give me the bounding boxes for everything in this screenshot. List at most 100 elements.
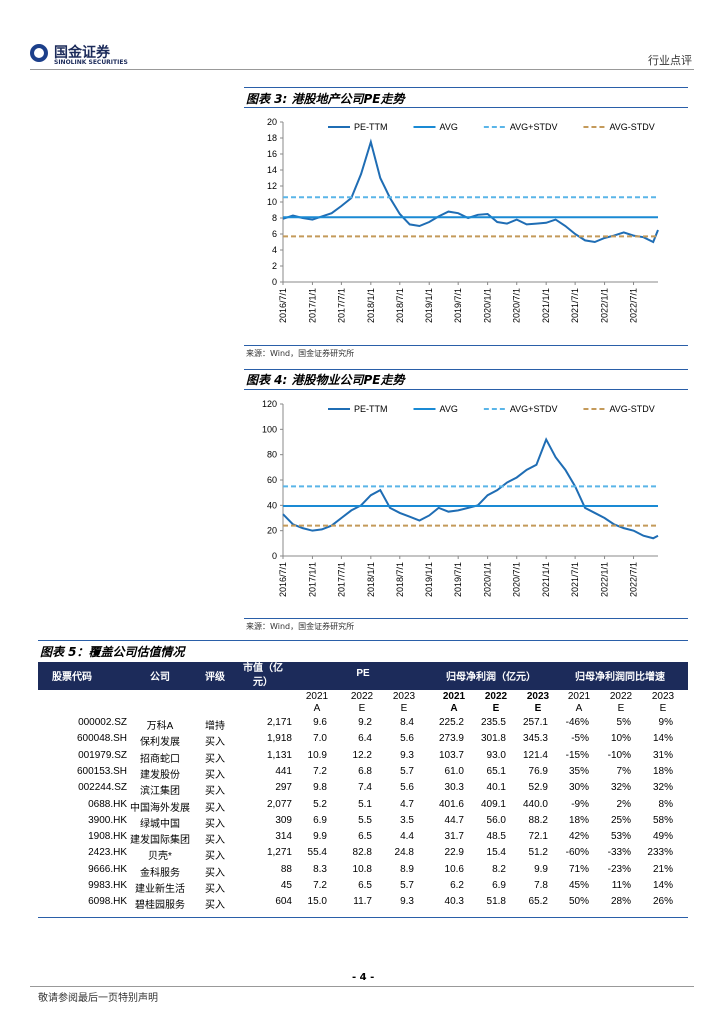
table-cell: 53% xyxy=(610,831,631,843)
table-cell: 31.7 xyxy=(444,831,464,843)
table-cell: 257.1 xyxy=(522,717,548,728)
table-cell: 52.9 xyxy=(528,782,548,794)
table-cell: 235.5 xyxy=(480,717,506,728)
table-cell: -10% xyxy=(607,749,631,761)
table-cell: 8% xyxy=(658,798,673,810)
table-cell: 600153.SH xyxy=(76,765,127,777)
y-tick-label: 20 xyxy=(267,526,277,536)
subheader-suffix: A xyxy=(450,703,458,714)
x-tick-label: 2016/7/1 xyxy=(278,288,288,323)
x-tick-label: 2019/7/1 xyxy=(453,562,463,597)
table-cell: 233% xyxy=(647,847,673,859)
subheader-year: 2021 xyxy=(442,691,466,702)
table-cell: 9983.HK xyxy=(88,880,127,891)
table-cell: 273.9 xyxy=(438,733,464,745)
subheader-suffix: E xyxy=(534,703,542,714)
table-cell: 24.8 xyxy=(394,847,414,859)
subheader-year: 2021 xyxy=(305,691,329,702)
legend-label: AVG xyxy=(440,122,458,132)
table-cell: 18% xyxy=(568,814,589,826)
table-cell: 9.2 xyxy=(358,717,372,728)
table-cell: 56.0 xyxy=(486,814,506,826)
x-tick-label: 2018/1/1 xyxy=(366,562,376,597)
table-cell: 22.9 xyxy=(444,847,464,859)
charts: 0 2 4 6 8 10 12 14 16 18 20 2016/7/1 2017/1/1 2017/7/… xyxy=(262,117,659,597)
table-cell: 88.2 xyxy=(528,814,548,826)
footer-rule xyxy=(30,986,694,987)
table-cell: 35% xyxy=(568,765,589,777)
table-cell: 买入 xyxy=(205,851,225,863)
fig-rule xyxy=(244,107,688,108)
x-tick-label: 2017/7/1 xyxy=(336,288,346,323)
table-cell: 10% xyxy=(610,733,631,745)
x-tick-label: 2019/7/1 xyxy=(453,288,463,323)
column-header: PE xyxy=(356,668,370,679)
table-cell: 121.4 xyxy=(522,749,548,761)
x-tick-label: 2018/7/1 xyxy=(395,288,405,323)
table-cell: 6.9 xyxy=(492,880,506,891)
table-cell: -46% xyxy=(565,717,589,728)
table-cell: 中国海外发展 xyxy=(130,802,190,814)
table-cell: 61.0 xyxy=(444,765,464,777)
table-cell: 76.9 xyxy=(528,765,548,777)
logo-mark xyxy=(30,44,48,62)
table-cell: 40.1 xyxy=(486,782,506,794)
table-cell: 32% xyxy=(652,782,673,794)
y-tick-label: 14 xyxy=(267,165,277,175)
table-cell: 30% xyxy=(568,782,589,794)
table-cell: 45 xyxy=(280,880,292,891)
table-cell: 50% xyxy=(568,896,589,908)
table-cell: 1908.HK xyxy=(88,831,127,843)
table-cell: 8.3 xyxy=(313,863,327,875)
table-cell: 增持 xyxy=(205,721,225,732)
table-cell: 9666.HK xyxy=(88,863,127,875)
table-cell: 7.8 xyxy=(534,880,548,891)
legend-label: PE-TTM xyxy=(354,404,388,414)
table-cell: -5% xyxy=(571,733,589,745)
table-cell: 6.8 xyxy=(358,765,372,777)
table-cell: 7.2 xyxy=(313,765,327,777)
table-cell: 2423.HK xyxy=(88,847,127,859)
table-cell: 绿城中国 xyxy=(140,818,180,830)
legend-label: AVG+STDV xyxy=(510,122,558,132)
x-tick-label: 2021/1/1 xyxy=(541,562,551,597)
x-tick-label: 2022/7/1 xyxy=(629,288,639,323)
table-cell: 买入 xyxy=(205,737,225,749)
x-tick-label: 2020/1/1 xyxy=(483,288,493,323)
table-cell: 103.7 xyxy=(438,749,464,761)
table-cell: 7.4 xyxy=(358,782,372,794)
table-cell: 40.3 xyxy=(444,896,464,908)
table-cell: 6098.HK xyxy=(88,896,127,908)
table-cell: 51.2 xyxy=(528,847,548,859)
table-cell: 28% xyxy=(610,896,631,908)
table-cell: 10.9 xyxy=(307,749,327,761)
subheader-suffix: E xyxy=(358,703,366,714)
table-cell: 000002.SZ xyxy=(78,717,127,728)
subheader-suffix: E xyxy=(659,703,667,714)
table-header-bg xyxy=(38,662,688,690)
table-cell: 贝壳* xyxy=(148,851,172,863)
legend-label: PE-TTM xyxy=(354,122,388,132)
table-cell: 滨江集团 xyxy=(140,786,180,798)
table-cell: 30.3 xyxy=(444,782,464,794)
table-cell: 4.7 xyxy=(400,798,414,810)
footer-note: 敬请参阅最后一页特别声明 xyxy=(38,993,158,1004)
table-cell: 72.1 xyxy=(528,831,548,843)
table-cell: 5.1 xyxy=(358,798,372,810)
table-cell: 55.4 xyxy=(307,847,327,859)
table-cell: 5.6 xyxy=(400,782,414,794)
table-cell: 32% xyxy=(610,782,631,794)
table-cell: 65.2 xyxy=(528,896,548,908)
table-cell: 314 xyxy=(275,831,292,843)
column-header: 归母净利润（亿元） xyxy=(446,672,536,683)
table-cell: 15.4 xyxy=(486,847,506,859)
y-tick-label: 10 xyxy=(267,197,277,207)
table-cell: 买入 xyxy=(205,786,225,798)
logo: 国金证券 xyxy=(54,45,110,61)
table-cell: 3900.HK xyxy=(88,814,127,826)
table-cell: 6.9 xyxy=(313,814,327,826)
table-cell: 409.1 xyxy=(480,798,506,810)
x-tick-label: 2021/7/1 xyxy=(570,288,580,323)
